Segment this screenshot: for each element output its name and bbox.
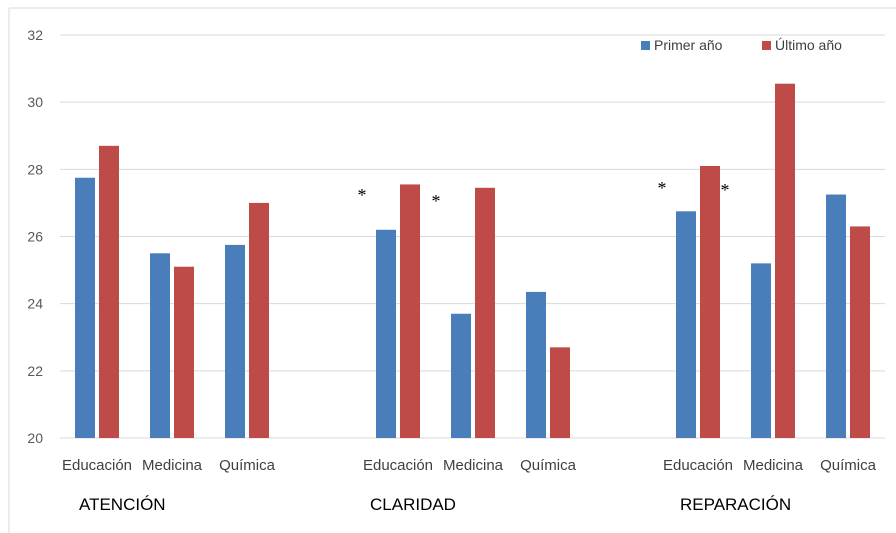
bar-primer-ano [526,291,546,438]
y-tick-label: 30 [27,94,43,110]
bar-ultimo-ano [475,187,495,438]
group-label: REPARACIÓN [680,495,791,514]
category-label: Química [520,457,577,474]
category-label: Química [219,457,276,474]
bar-primer-ano [225,244,245,438]
bar-ultimo-ano [775,83,795,438]
bar-primer-ano [451,313,471,438]
bar-ultimo-ano [400,184,420,438]
category-label: Educación [363,457,433,474]
category-label: Educación [663,457,733,474]
bar-ultimo-ano [700,165,720,438]
category-label: Educación [62,457,132,474]
legend-swatch [641,41,650,50]
legend-swatch [762,41,771,50]
bar-primer-ano [75,177,95,438]
bar-primer-ano [376,229,396,438]
bar-ultimo-ano [249,202,269,438]
y-tick-label: 22 [27,363,43,379]
bar-ultimo-ano [174,266,194,438]
y-tick-label: 28 [27,161,43,177]
bar-primer-ano [676,211,696,438]
category-label: Medicina [142,457,203,474]
bar-ultimo-ano [99,145,119,438]
bar-ultimo-ano [550,347,570,438]
significance-marker: * [432,191,441,211]
group-label: CLARIDAD [370,495,456,514]
significance-marker: * [358,185,367,205]
category-label: Medicina [443,457,504,474]
legend-label: Primer año [654,37,723,53]
bar-primer-ano [826,194,846,438]
bar-primer-ano [751,263,771,438]
group-label: ATENCIÓN [79,495,166,514]
legend-label: Último año [775,37,842,53]
category-label: Medicina [743,457,804,474]
significance-marker: * [721,180,730,200]
bar-ultimo-ano [850,226,870,438]
y-tick-label: 20 [27,430,43,446]
y-tick-label: 26 [27,229,43,245]
significance-marker: * [658,178,667,198]
category-label: Química [820,457,877,474]
bar-primer-ano [150,253,170,438]
y-tick-label: 32 [27,27,43,43]
y-tick-label: 24 [27,296,43,312]
